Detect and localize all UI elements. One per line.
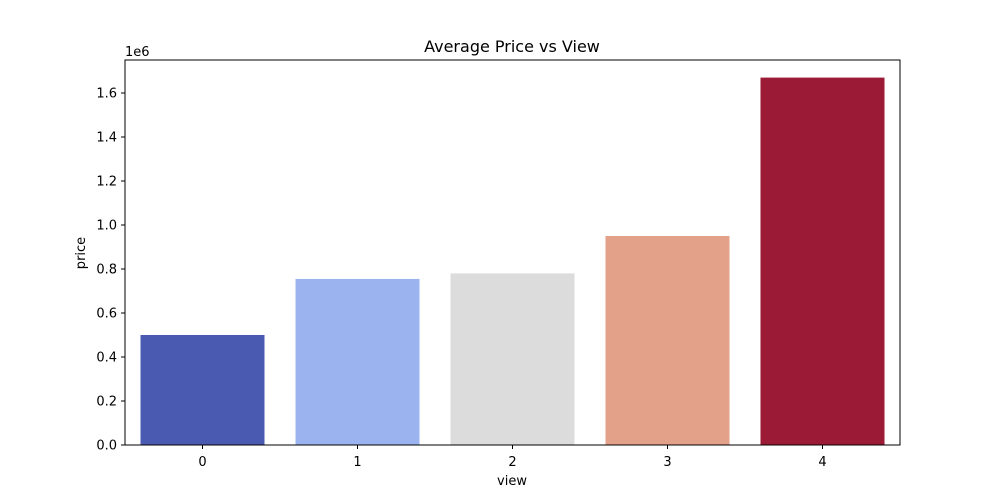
x-ticks: 0 1 2 3 4 — [198, 445, 827, 470]
y-tick-label: 0.0 — [96, 439, 117, 454]
y-tick-label: 1.6 — [96, 87, 117, 102]
y-tick-label: 0.8 — [96, 263, 117, 278]
chart-title: Average Price vs View — [424, 37, 600, 56]
x-tick-label: 3 — [663, 455, 671, 470]
y-tick-label: 1.4 — [96, 131, 117, 146]
y-tick-label: 1.2 — [96, 175, 117, 190]
y-offset-label: 1e6 — [125, 45, 150, 60]
y-tick-label: 0.2 — [96, 395, 117, 410]
y-axis-label: price — [74, 237, 89, 269]
y-ticks: 0.0 0.2 0.4 0.6 0.8 1.0 1.2 1.4 1.6 — [96, 87, 125, 454]
bar-view-0 — [140, 335, 265, 445]
bar-view-1 — [295, 278, 420, 445]
y-tick-label: 0.6 — [96, 307, 117, 322]
x-tick-label: 2 — [508, 455, 516, 470]
y-tick-label: 1.0 — [96, 219, 117, 234]
bar-view-4 — [760, 77, 885, 445]
x-tick-label: 0 — [198, 455, 206, 470]
bars-layer — [140, 77, 885, 445]
y-tick-label: 0.4 — [96, 351, 117, 366]
bar-view-2 — [450, 273, 575, 445]
bar-view-3 — [605, 236, 730, 445]
x-tick-label: 4 — [818, 455, 826, 470]
x-tick-label: 1 — [353, 455, 361, 470]
plot-frame — [124, 59, 901, 446]
x-axis-label: view — [497, 474, 527, 489]
